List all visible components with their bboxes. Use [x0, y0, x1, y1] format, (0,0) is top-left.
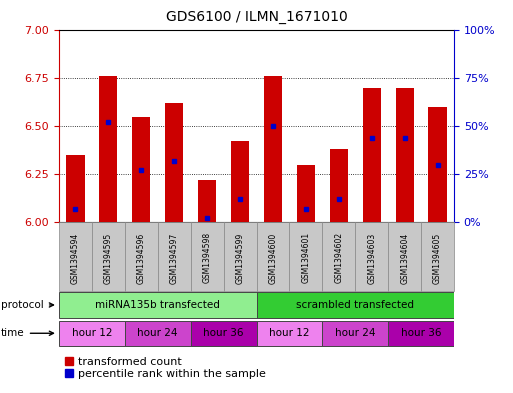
Bar — [59, 292, 256, 318]
Text: GSM1394604: GSM1394604 — [400, 232, 409, 284]
Bar — [363, 88, 381, 222]
Text: hour 12: hour 12 — [269, 328, 310, 338]
Text: time: time — [1, 328, 53, 338]
Bar — [388, 222, 421, 291]
Bar — [231, 141, 249, 222]
Bar — [66, 155, 85, 222]
Text: GSM1394601: GSM1394601 — [301, 232, 310, 283]
Bar — [289, 222, 322, 291]
Text: GSM1394599: GSM1394599 — [235, 232, 245, 284]
Bar — [125, 321, 191, 346]
Text: GSM1394602: GSM1394602 — [334, 232, 343, 283]
Text: protocol: protocol — [1, 300, 53, 310]
Bar — [322, 321, 388, 346]
Bar — [297, 165, 315, 222]
Bar — [396, 88, 413, 222]
Bar — [92, 222, 125, 291]
Bar — [198, 180, 216, 222]
Text: GSM1394596: GSM1394596 — [137, 232, 146, 284]
Text: GSM1394605: GSM1394605 — [433, 232, 442, 284]
Text: GSM1394595: GSM1394595 — [104, 232, 113, 284]
Bar — [125, 222, 158, 291]
Bar — [100, 76, 117, 222]
Text: miRNA135b transfected: miRNA135b transfected — [95, 300, 220, 310]
Text: hour 36: hour 36 — [203, 328, 244, 338]
Bar — [322, 222, 355, 291]
Text: GSM1394603: GSM1394603 — [367, 232, 376, 284]
Bar — [59, 321, 125, 346]
Bar — [256, 321, 322, 346]
Text: GSM1394594: GSM1394594 — [71, 232, 80, 284]
Bar — [264, 76, 282, 222]
Bar — [191, 321, 256, 346]
Text: hour 24: hour 24 — [335, 328, 376, 338]
Bar — [191, 222, 224, 291]
Bar — [59, 222, 92, 291]
Bar — [421, 222, 454, 291]
Bar — [132, 117, 150, 222]
Bar — [165, 103, 183, 222]
Text: GSM1394597: GSM1394597 — [170, 232, 179, 284]
Text: scrambled transfected: scrambled transfected — [296, 300, 415, 310]
Text: hour 24: hour 24 — [137, 328, 178, 338]
Text: hour 12: hour 12 — [72, 328, 112, 338]
Bar — [428, 107, 447, 222]
Text: GSM1394600: GSM1394600 — [268, 232, 278, 284]
Bar — [224, 222, 256, 291]
Bar — [388, 321, 454, 346]
Text: hour 36: hour 36 — [401, 328, 441, 338]
Bar — [158, 222, 191, 291]
Bar — [330, 149, 348, 222]
Bar — [355, 222, 388, 291]
Text: GDS6100 / ILMN_1671010: GDS6100 / ILMN_1671010 — [166, 10, 347, 24]
Bar — [256, 292, 454, 318]
Bar — [256, 222, 289, 291]
Text: GSM1394598: GSM1394598 — [203, 232, 212, 283]
Legend: transformed count, percentile rank within the sample: transformed count, percentile rank withi… — [65, 357, 266, 379]
